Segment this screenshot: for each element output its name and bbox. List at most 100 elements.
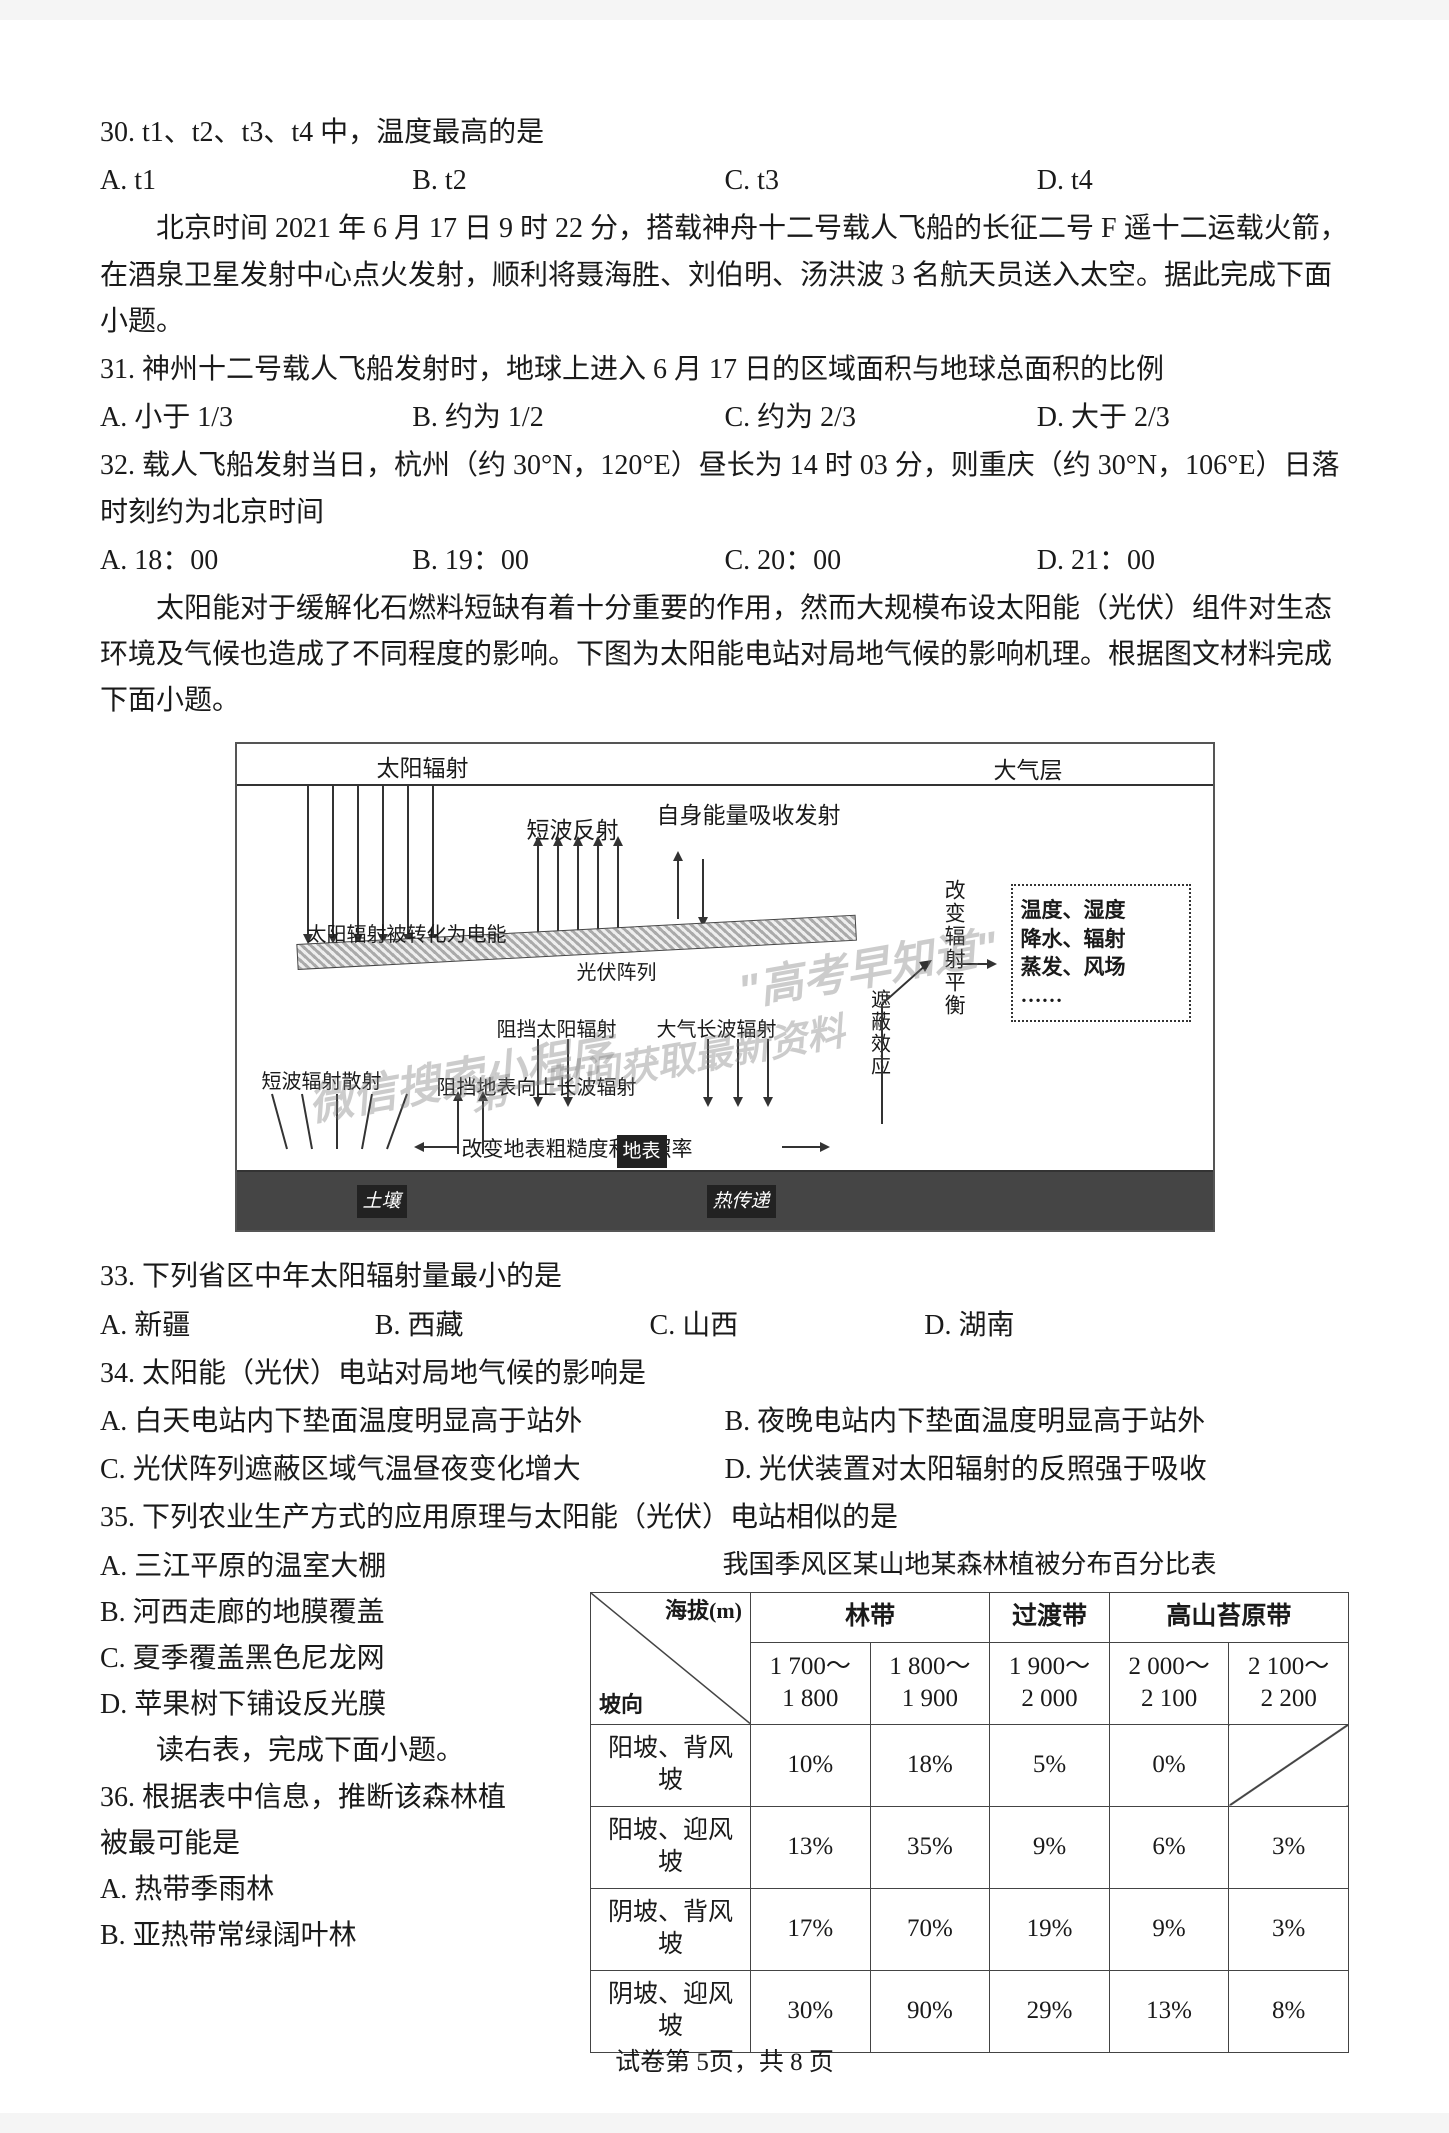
- q34-opt-c: C. 光伏阵列遮蔽区域气温昼夜变化增大: [100, 1447, 725, 1493]
- q36-opt-b: B. 亚热带常绿阔叶林: [100, 1913, 560, 1959]
- q32-opt-a: A. 18：00: [100, 538, 412, 584]
- q36-stem-l2: 被最可能是: [100, 1821, 560, 1867]
- range-3: 2 000～ 2 100: [1109, 1642, 1229, 1724]
- row1-v1: 35%: [870, 1806, 990, 1888]
- row0-v2: 5%: [990, 1724, 1110, 1806]
- lbl-pv-array: 光伏阵列: [577, 957, 657, 990]
- q33-opt-b: B. 西藏: [375, 1303, 650, 1349]
- q32-opt-c: C. 20：00: [725, 538, 1037, 584]
- row3-label: 阴坡、迎风坡: [591, 1970, 751, 2052]
- q30-options: A. t1 B. t2 C. t3 D. t4: [100, 158, 1349, 204]
- q35-opt-b: B. 河西走廊的地膜覆盖: [100, 1590, 560, 1636]
- q35-extra: 读右表，完成下面小题。: [100, 1728, 560, 1774]
- table-wrapper: 我国季风区某山地某森林植被分布百分比表 海拔(m) 坡向 林带 过渡带 高山苔原…: [590, 1544, 1349, 2053]
- q35-left-col: A. 三江平原的温室大棚 B. 河西走廊的地膜覆盖 C. 夏季覆盖黑色尼龙网 D…: [100, 1544, 560, 1960]
- row3-v0: 30%: [751, 1970, 871, 2052]
- solar-diagram: 大气层 太阳辐射 短波反射 自身能量吸收发射 太阳辐射被转化为电能 光伏阵列 阻…: [235, 742, 1215, 1232]
- vegetation-table: 海拔(m) 坡向 林带 过渡带 高山苔原带 1 700～ 1 800 1 800…: [590, 1592, 1349, 2053]
- table-row: 海拔(m) 坡向 林带 过渡带 高山苔原带: [591, 1593, 1349, 1643]
- q36-stem-l1: 36. 根据表中信息，推断该森林植: [100, 1775, 560, 1821]
- zone-header-0: 林带: [751, 1593, 990, 1643]
- q33-opt-d: D. 湖南: [924, 1303, 1199, 1349]
- diag-top-label: 海拔(m): [665, 1597, 742, 1626]
- q30-opt-c: C. t3: [725, 158, 1037, 204]
- q30-opt-b: B. t2: [412, 158, 724, 204]
- row2-label: 阴坡、背风坡: [591, 1888, 751, 1970]
- lbl-atmosphere: 大气层: [994, 752, 1063, 790]
- lbl-surface: 地表: [617, 1135, 667, 1168]
- q30-opt-a: A. t1: [100, 158, 412, 204]
- q31-options: A. 小于 1/3 B. 约为 1/2 C. 约为 2/3 D. 大于 2/3: [100, 395, 1349, 441]
- q35-opt-d: D. 苹果树下铺设反光膜: [100, 1682, 560, 1728]
- q35-opt-a: A. 三江平原的温室大棚: [100, 1544, 560, 1590]
- range-4: 2 100～ 2 200: [1229, 1642, 1349, 1724]
- q32-opt-b: B. 19：00: [412, 538, 724, 584]
- row3-v2: 29%: [990, 1970, 1110, 2052]
- q34-opt-d: D. 光伏装置对太阳辐射的反照强于吸收: [725, 1447, 1350, 1493]
- row2-v1: 70%: [870, 1888, 990, 1970]
- lbl-longwave: 大气长波辐射: [657, 1014, 777, 1047]
- row2-v3: 9%: [1109, 1888, 1229, 1970]
- row0-v3: 0%: [1109, 1724, 1229, 1806]
- q30-opt-d: D. t4: [1037, 158, 1349, 204]
- diag-bot-label: 坡向: [599, 1691, 643, 1720]
- q34-options-row2: C. 光伏阵列遮蔽区域气温昼夜变化增大 D. 光伏装置对太阳辐射的反照强于吸收: [100, 1447, 1349, 1493]
- q33-stem: 33. 下列省区中年太阳辐射量最小的是: [100, 1254, 1349, 1300]
- passage2: 太阳能对于缓解化石燃料短缺有着十分重要的作用，然而大规模布设太阳能（光伏）组件对…: [100, 586, 1349, 725]
- q31-opt-d: D. 大于 2/3: [1037, 395, 1349, 441]
- row2-v2: 19%: [990, 1888, 1110, 1970]
- lbl-convert: 太阳辐射被转化为电能: [307, 919, 507, 952]
- page-footer: 试卷第 5页，共 8 页: [0, 2042, 1449, 2083]
- table-title: 我国季风区某山地某森林植被分布百分比表: [590, 1544, 1349, 1587]
- q34-opt-a: A. 白天电站内下垫面温度明显高于站外: [100, 1399, 725, 1445]
- q31-opt-a: A. 小于 1/3: [100, 395, 412, 441]
- row1-v4: 3%: [1229, 1806, 1349, 1888]
- q34-stem: 34. 太阳能（光伏）电站对局地气候的影响是: [100, 1351, 1349, 1397]
- row0-v0: 10%: [751, 1724, 871, 1806]
- range-0: 1 700～ 1 800: [751, 1642, 871, 1724]
- zone-header-2: 高山苔原带: [1109, 1593, 1348, 1643]
- q36-opt-a: A. 热带季雨林: [100, 1867, 560, 1913]
- q32-opt-d: D. 21：00: [1037, 538, 1349, 584]
- q34-opt-b: B. 夜晚电站内下垫面温度明显高于站外: [725, 1399, 1350, 1445]
- table-row: 阴坡、迎风坡 30% 90% 29% 13% 8%: [591, 1970, 1349, 2052]
- row1-v3: 6%: [1109, 1806, 1229, 1888]
- q33-opt-c: C. 山西: [650, 1303, 925, 1349]
- q35-stem: 35. 下列农业生产方式的应用原理与太阳能（光伏）电站相似的是: [100, 1495, 1349, 1541]
- q31-opt-b: B. 约为 1/2: [412, 395, 724, 441]
- lbl-block-lw: 阻挡地表向上长波辐射: [437, 1072, 637, 1105]
- q30-stem: 30. t1、t2、t3、t4 中，温度最高的是: [100, 110, 1349, 156]
- effect-box: 温度、湿度 降水、辐射 蒸发、风场 ……: [1011, 884, 1191, 1021]
- exam-page: 30. t1、t2、t3、t4 中，温度最高的是 A. t1 B. t2 C. …: [0, 20, 1449, 2113]
- lbl-soil: 土壤: [357, 1185, 407, 1218]
- flow-arrows-svg: [877, 864, 997, 1144]
- diag-header-cell: 海拔(m) 坡向: [591, 1593, 751, 1725]
- q33-options: A. 新疆 B. 西藏 C. 山西 D. 湖南: [100, 1303, 1349, 1349]
- row0-label: 阳坡、背风坡: [591, 1724, 751, 1806]
- q35-opt-c: C. 夏季覆盖黑色尼龙网: [100, 1636, 560, 1682]
- passage1: 北京时间 2021 年 6 月 17 日 9 时 22 分，搭载神舟十二号载人飞…: [100, 206, 1349, 345]
- table-row: 阴坡、背风坡 17% 70% 19% 9% 3%: [591, 1888, 1349, 1970]
- q31-opt-c: C. 约为 2/3: [725, 395, 1037, 441]
- q32-options: A. 18：00 B. 19：00 C. 20：00 D. 21：00: [100, 538, 1349, 584]
- lbl-block-solar: 阻挡太阳辐射: [497, 1014, 617, 1047]
- row1-v2: 9%: [990, 1806, 1110, 1888]
- q32-stem: 32. 载人飞船发射当日，杭州（约 30°N，120°E）昼长为 14 时 03…: [100, 443, 1349, 535]
- table-row: 阳坡、迎风坡 13% 35% 9% 6% 3%: [591, 1806, 1349, 1888]
- lbl-heat: 热传递: [707, 1185, 776, 1218]
- row0-v1: 18%: [870, 1724, 990, 1806]
- zone-header-1: 过渡带: [990, 1593, 1110, 1643]
- lbl-self-energy: 自身能量吸收发射: [657, 802, 767, 830]
- row1-label: 阳坡、迎风坡: [591, 1806, 751, 1888]
- lbl-effects: 温度、湿度 降水、辐射 蒸发、风场 ……: [1021, 898, 1126, 1007]
- row2-v0: 17%: [751, 1888, 871, 1970]
- row3-v1: 90%: [870, 1970, 990, 2052]
- row1-v0: 13%: [751, 1806, 871, 1888]
- q34-options-row1: A. 白天电站内下垫面温度明显高于站外 B. 夜晚电站内下垫面温度明显高于站外: [100, 1399, 1349, 1445]
- table-row: 阳坡、背风坡 10% 18% 5% 0%: [591, 1724, 1349, 1806]
- row3-v4: 8%: [1229, 1970, 1349, 2052]
- range-1: 1 800～ 1 900: [870, 1642, 990, 1724]
- row0-v4: [1229, 1724, 1349, 1806]
- scatter-lines-svg: [267, 1089, 427, 1159]
- q33-opt-a: A. 新疆: [100, 1303, 375, 1349]
